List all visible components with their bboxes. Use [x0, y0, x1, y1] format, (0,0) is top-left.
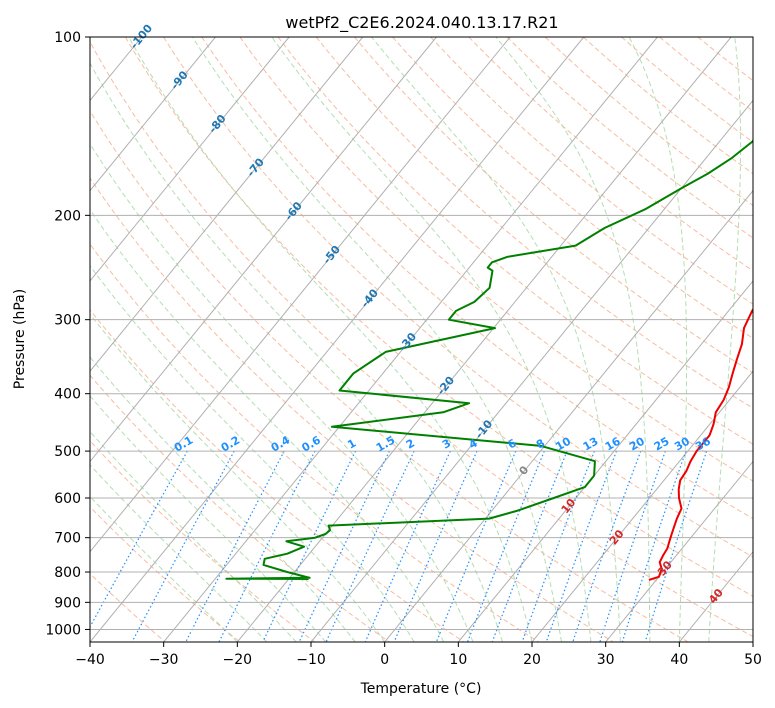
mixing-ratio-line	[572, 450, 642, 642]
x-tick-label: −30	[149, 652, 179, 668]
isotherm-line	[90, 37, 437, 463]
moist-adiabat	[90, 430, 297, 642]
plot-frame	[89, 36, 754, 643]
y-tick-label: 700	[54, 531, 81, 547]
mixing-ratio-line	[644, 450, 708, 642]
dry-adiabat	[201, 37, 753, 520]
dry-adiabat	[430, 37, 753, 305]
y-tick-label: 1000	[45, 622, 81, 638]
moist-adiabat	[90, 62, 503, 642]
mixing-ratio-line	[325, 450, 415, 642]
temperature-line	[648, 307, 753, 581]
y-tick-label: 200	[54, 208, 81, 224]
y-tick-label: 900	[54, 595, 81, 611]
isotherm-line	[310, 99, 753, 642]
dry-adiabat	[90, 177, 614, 642]
dry-adiabat	[163, 37, 753, 558]
moist-adiabat	[708, 37, 742, 642]
dry-adiabat	[90, 243, 540, 642]
x-tick-label: 10	[449, 652, 467, 668]
dry-adiabat	[354, 37, 753, 374]
dry-adiabat	[468, 37, 753, 272]
pressure-gridlines	[90, 37, 753, 630]
moist-adiabat	[90, 356, 356, 642]
x-axis-label: Temperature (°C)	[360, 681, 482, 697]
moist-adiabat	[90, 495, 238, 642]
y-tick-label: 500	[54, 444, 81, 460]
moist-adiabat	[90, 313, 386, 642]
dry-adiabat	[315, 37, 753, 409]
x-tick-label: 0	[380, 652, 389, 668]
isotherm-line	[90, 37, 364, 373]
isotherm-line	[236, 37, 732, 642]
isotherm-line	[457, 280, 753, 642]
x-tick-label: −20	[223, 652, 253, 668]
dry-adiabat	[621, 37, 753, 143]
y-axis: 100 200 300 400 500 600 700 800 900 1000	[45, 30, 90, 638]
chart-title: wetPf2_C2E6.2024.040.13.17.R21	[285, 13, 558, 33]
dry-adiabat	[90, 308, 465, 642]
background-lines	[90, 37, 753, 642]
mixing-ratio-line	[599, 450, 666, 642]
y-tick-label: 100	[54, 30, 81, 46]
y-tick-label: 400	[54, 387, 81, 403]
dry-adiabat	[90, 374, 390, 642]
moist-adiabat	[192, 37, 562, 642]
mixing-ratio-line	[131, 450, 235, 642]
isotherm-line	[90, 37, 585, 642]
moist-adiabat	[90, 464, 268, 642]
dry-adiabat	[90, 40, 753, 638]
isotherm-line	[90, 37, 511, 553]
x-tick-label: 20	[523, 652, 541, 668]
x-tick-label: 50	[744, 652, 762, 668]
mixing-ratio-line	[364, 450, 451, 642]
mixing-ratio-line	[393, 450, 478, 642]
moist-adiabat	[495, 37, 651, 642]
dry-adiabat	[544, 37, 753, 207]
profiles	[225, 138, 753, 581]
dewpoint-line	[225, 138, 753, 580]
mixing-ratio-line	[621, 450, 687, 642]
isotherm-line	[605, 460, 753, 642]
y-tick-label: 300	[54, 313, 81, 329]
x-tick-label: 30	[597, 652, 615, 668]
moist-adiabat	[90, 264, 415, 642]
mixing-ratio-line	[298, 450, 390, 642]
moist-adiabat	[90, 395, 327, 642]
isotherm-line	[531, 370, 753, 642]
mixing-ratio-line	[90, 450, 188, 629]
x-tick-label: 40	[670, 652, 688, 668]
isotherm-line	[163, 37, 658, 642]
y-axis-label: Pressure (hPa)	[12, 289, 28, 389]
y-tick-label: 800	[54, 565, 81, 581]
moist-adiabat	[628, 37, 688, 642]
mixing-ratio-line	[435, 450, 517, 642]
x-tick-label: −10	[296, 652, 326, 668]
dry-adiabat	[90, 440, 315, 642]
isotherm-line	[90, 37, 290, 282]
x-axis: −40 −30 −20 −10 0 10 20 30 40 50	[75, 642, 762, 668]
dry-adiabat	[239, 37, 753, 482]
moist-adiabat	[371, 37, 621, 642]
dry-adiabat	[277, 37, 753, 445]
dry-adiabat	[90, 109, 689, 642]
isotherm-line	[384, 189, 753, 642]
mixing-ratio-line	[262, 450, 357, 642]
x-tick-label: −40	[75, 652, 105, 668]
moist-adiabat	[128, 37, 533, 642]
moist-adiabat	[271, 37, 592, 642]
isotherm-line	[90, 37, 216, 192]
dry-adiabat	[124, 37, 753, 597]
y-tick-label: 600	[54, 491, 81, 507]
